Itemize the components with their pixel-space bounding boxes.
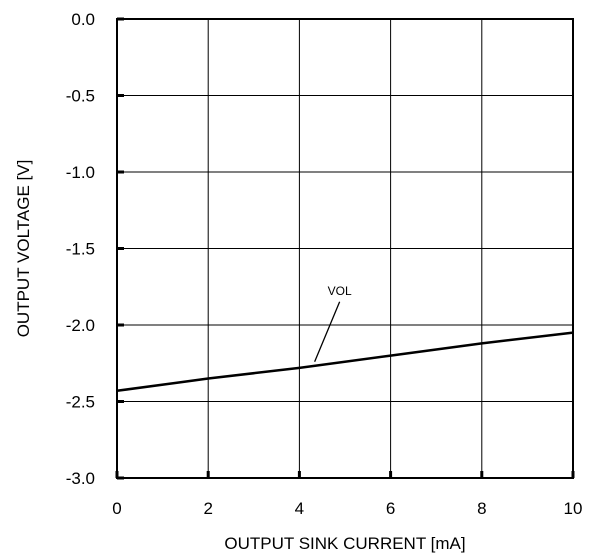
y-tick-label: -2.5	[66, 393, 95, 412]
tick-marks	[115, 17, 575, 480]
x-tick-label: 4	[295, 499, 304, 518]
y-tick-label: -1.0	[66, 163, 95, 182]
series-layer	[116, 331, 574, 393]
x-tick-label: 0	[112, 499, 121, 518]
x-tick-label: 2	[203, 499, 212, 518]
annotation-leader-line	[314, 301, 341, 363]
y-tick-label: -0.5	[66, 87, 95, 106]
x-tick-label: 8	[477, 499, 486, 518]
y-tick-label: 0.0	[71, 10, 95, 29]
y-tick-label: -2.0	[66, 316, 95, 335]
x-tick-label: 6	[386, 499, 395, 518]
annotations: VOL	[314, 284, 352, 363]
y-tick-label: -1.5	[66, 240, 95, 259]
x-axis-title: OUTPUT SINK CURRENT [mA]	[224, 534, 465, 553]
x-tick-labels: 0 2 4 6 8 10	[112, 499, 582, 518]
y-axis-title: OUTPUT VOLTAGE [V]	[14, 160, 33, 338]
series-line-vol	[116, 331, 574, 393]
x-tick-label: 10	[564, 499, 583, 518]
grid-lines	[117, 19, 573, 478]
y-tick-labels: 0.0 -0.5 -1.0 -1.5 -2.0 -2.5 -3.0	[66, 10, 95, 488]
annotation-label: VOL	[328, 284, 352, 298]
y-tick-label: -3.0	[66, 469, 95, 488]
